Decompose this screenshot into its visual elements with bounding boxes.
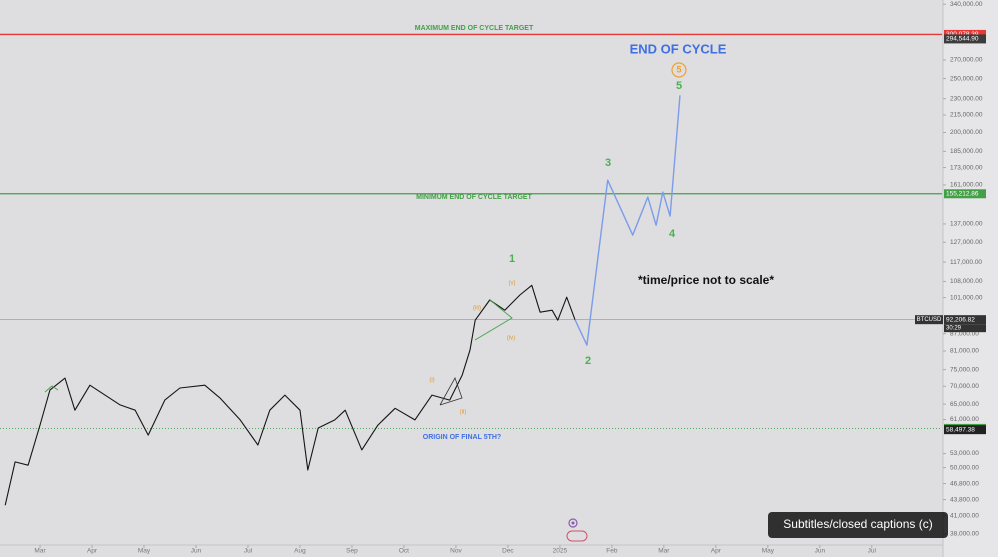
icon [568,518,578,528]
annotation: 5 [676,64,681,74]
y-tick-label: 270,000.00 [950,57,983,64]
y-tick-label: 50,000.00 [950,464,979,471]
y-tick-label: 70,000.00 [950,383,979,390]
x-tick-label: Oct [399,548,409,555]
x-tick-label: Jun [815,548,826,555]
icon [571,521,575,525]
y-tick-label: 215,000.00 [950,112,983,119]
level-label: 58,497.38 [946,426,975,433]
x-tick-label: Mar [34,548,46,555]
y-tick-label: 108,000.00 [950,278,983,285]
x-tick-label: Feb [606,548,618,555]
level-tag [944,34,986,44]
annotation: *time/price not to scale* [638,273,774,287]
annotation: 5 [676,80,682,92]
y-tick-label: 173,000.00 [950,164,983,171]
icon [566,530,588,542]
annotation: 2 [585,355,591,367]
pattern-line [44,385,59,393]
y-tick-label: 61,000.00 [950,416,979,423]
level-tag [944,189,986,199]
y-tick-label: 46,800.00 [950,480,979,487]
annotation: MAXIMUM END OF CYCLE TARGET [415,25,534,32]
pattern-line [474,299,513,341]
y-tick-label: 65,000.00 [950,401,979,408]
y-tick-label: 81,000.00 [950,348,979,355]
symbol-tag [915,315,943,325]
level-tag [944,315,986,325]
series-line [574,95,681,346]
x-tick-label: Jun [191,548,202,555]
icons [566,518,588,542]
wave-circle [671,62,687,78]
x-tick-label: Aug [294,548,306,555]
y-tick-label: 127,000.00 [950,239,983,246]
countdown-tag [944,324,986,333]
y-tick-label: 250,000.00 [950,75,983,82]
symbol-label: BTCUSD [917,317,942,323]
level-label: 294,544.90 [946,36,979,43]
annotation: 4 [669,228,676,240]
level-tag [944,425,986,435]
y-tick-label: 41,000.00 [950,512,979,519]
y-tick-label: 230,000.00 [950,95,983,102]
annotation: 3 [605,157,611,169]
x-tick-label: May [138,548,151,555]
y-tick-label: 137,000.00 [950,221,983,228]
y-tick-label: 101,000.00 [950,294,983,301]
annotation: MINIMUM END OF CYCLE TARGET [416,194,532,201]
y-tick-label: 161,000.00 [950,182,983,189]
caption-text[interactable]: Subtitles/closed captions (c) [783,517,932,531]
price-axis-panel [943,0,998,557]
pattern-line [439,377,463,406]
y-tick-label: 87,000.00 [950,330,979,337]
series-line [4,284,576,506]
annotation: END OF CYCLE [630,41,727,56]
y-tick-label: 53,000.00 [950,450,979,457]
annotation: (i) [429,378,434,384]
annotation: (iii) [473,306,481,312]
x-tick-label: Jul [244,548,253,555]
y-tick-label: 117,000.00 [950,259,982,266]
x-tick-label: Apr [87,548,98,555]
annotation: (ii) [460,410,467,416]
x-tick-label: Mar [658,548,670,555]
x-tick-label: Sep [346,548,358,555]
y-tick-label: 185,000.00 [950,148,983,155]
annotation: 1 [509,253,515,265]
x-tick-label: Apr [711,548,722,555]
annotation: (v) [509,281,516,287]
x-tick-label: 2025 [553,548,568,555]
level-label: 155,212.86 [946,190,979,197]
x-tick-label: Jul [868,548,877,555]
y-tick-label: 38,000.00 [950,531,979,538]
level-label: 92,206.82 [946,316,975,323]
y-tick-label: 75,000.00 [950,366,979,373]
x-tick-label: May [762,548,775,555]
annotation: ORIGIN OF FINAL 5TH? [423,434,501,441]
x-tick-label: Dec [502,548,514,555]
caption-box[interactable] [768,512,948,538]
annotation: (iv) [507,336,515,342]
x-tick-label: Nov [450,548,462,555]
y-tick-label: 340,000.00 [950,1,983,8]
countdown: 30:29 [946,326,962,332]
y-tick-label: 200,000.00 [950,129,983,136]
y-tick-label: 43,800.00 [950,496,979,503]
